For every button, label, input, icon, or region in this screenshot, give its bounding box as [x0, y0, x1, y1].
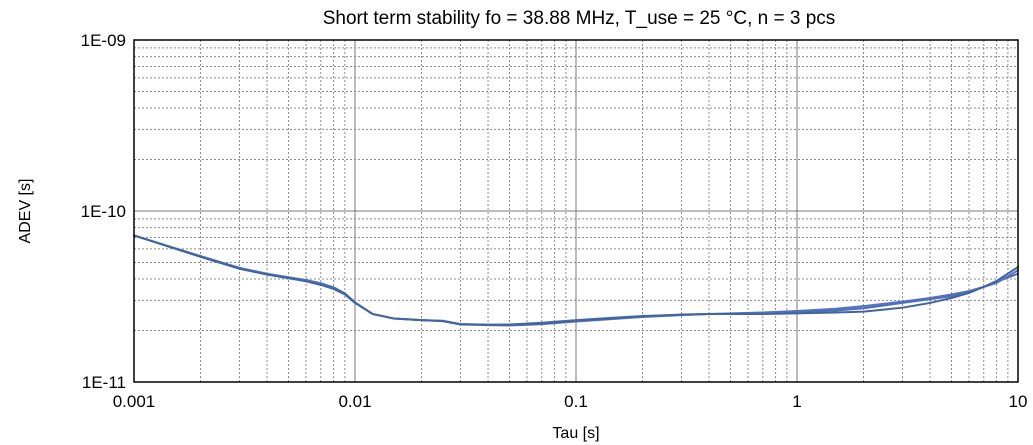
- y-tick-label: 1E-11: [82, 373, 126, 392]
- grid: [134, 40, 1018, 382]
- chart-title: Short term stability fo = 38.88 MHz, T_u…: [323, 8, 836, 29]
- plot-area-border: [133, 39, 1019, 383]
- y-axis-ticks: 1E-11 1E-10 1E-09: [81, 31, 126, 392]
- series-line-3: [133, 234, 1019, 326]
- x-tick-label: 0.001: [113, 392, 156, 411]
- x-tick-label: 0.01: [338, 392, 371, 411]
- x-axis-ticks: 0.001 0.01 0.1 1 10: [113, 392, 1028, 411]
- y-tick-label: 1E-09: [81, 31, 126, 50]
- x-tick-label: 10: [1009, 392, 1028, 411]
- series-lines: [133, 234, 1019, 327]
- x-tick-label: 1: [792, 392, 801, 411]
- y-tick-label: 1E-10: [81, 202, 126, 221]
- x-tick-label: 0.1: [564, 392, 588, 411]
- y-axis-title: ADEV [s]: [17, 179, 34, 244]
- x-axis-title: Tau [s]: [552, 425, 599, 442]
